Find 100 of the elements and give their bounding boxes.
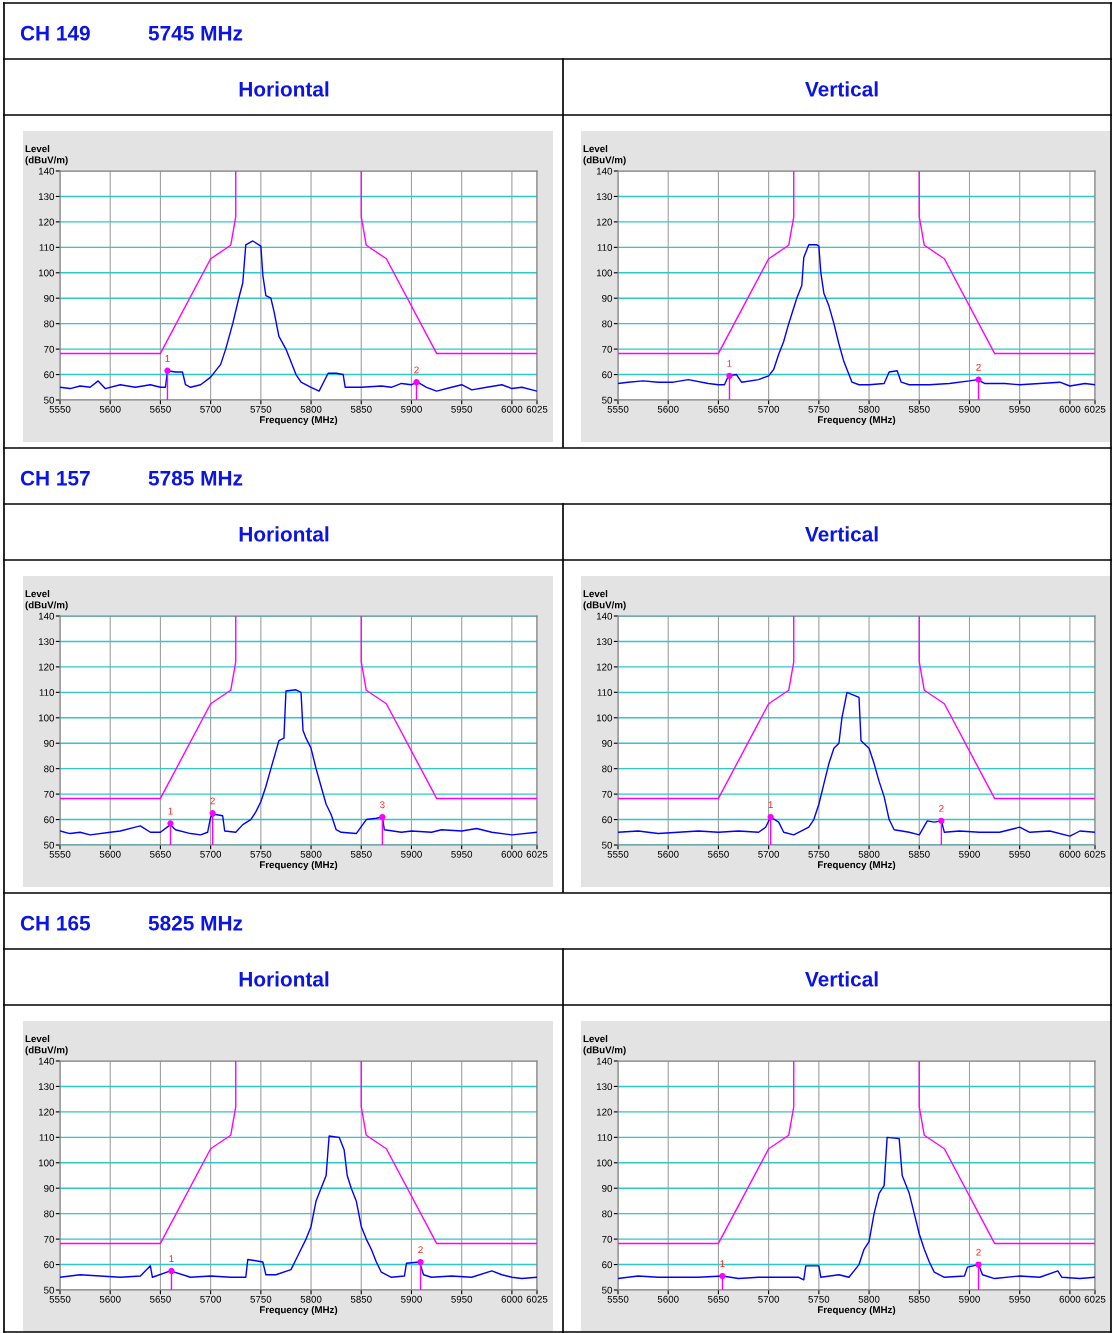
text: CH 149 — [20, 25, 90, 41]
y-tick-label: 140 — [38, 1057, 55, 1065]
x-tick-label: 5800 — [858, 405, 880, 413]
y-tick-label: 130 — [38, 638, 55, 646]
x-tick-label: 5750 — [808, 405, 830, 413]
x-tick-label: 6025 — [1084, 405, 1106, 413]
x-tick-label: 5600 — [99, 1295, 121, 1303]
y-tick-label: 90 — [602, 739, 613, 747]
x-tick-label: 5650 — [708, 1295, 729, 1303]
x-tick-label: 5550 — [49, 850, 71, 858]
x-tick-label: 5700 — [758, 1295, 780, 1303]
x-tick-label: 5900 — [959, 405, 980, 413]
y-tick-label: 130 — [38, 193, 55, 201]
y-tick-label: 90 — [44, 1184, 55, 1192]
y-tick-label: 120 — [596, 1108, 613, 1116]
x-tick-label: 5900 — [401, 1295, 422, 1303]
x-tick-label: 5750 — [250, 1295, 272, 1303]
annotation: 1 — [168, 807, 173, 815]
y-tick-label: 70 — [602, 1235, 613, 1243]
y-tick-label: 80 — [44, 1210, 55, 1218]
x-tick-label: 5700 — [200, 405, 222, 413]
y-tick-label: 110 — [39, 244, 55, 251]
y-tick-label: 80 — [602, 765, 613, 773]
x-tick-label: 5550 — [49, 1295, 71, 1303]
y-tick-label: 90 — [602, 1184, 613, 1192]
y-tick-label: 130 — [596, 638, 613, 646]
annotation: 3 — [380, 801, 385, 809]
y-tick-label: 80 — [602, 1210, 613, 1218]
x-axis-title: Frequency (MHz) — [259, 416, 338, 426]
x-tick-label: 6000 — [501, 1295, 523, 1303]
x-tick-label: 5800 — [858, 850, 880, 858]
y-tick-label: 70 — [44, 345, 55, 353]
x-tick-label: 5650 — [708, 405, 729, 413]
x-tick-label: 5800 — [300, 1295, 322, 1303]
x-tick-label: 5600 — [99, 850, 121, 858]
y-tick-label: 50 — [602, 396, 613, 404]
x-tick-label: 5850 — [350, 1295, 372, 1303]
x-tick-label: 5750 — [808, 1295, 830, 1303]
x-tick-label: 5600 — [657, 405, 679, 413]
y-tick-label: 140 — [38, 612, 55, 620]
x-tick-label: 5700 — [758, 405, 780, 413]
x-tick-label: 5900 — [401, 405, 422, 413]
y-tick-label: 50 — [602, 841, 613, 849]
x-tick-label: 6000 — [1059, 405, 1081, 413]
x-tick-label: 5950 — [451, 1295, 473, 1303]
x-axis-title: Frequency (MHz) — [259, 861, 338, 871]
x-tick-label: 5650 — [150, 1295, 171, 1303]
y-tick-label: 60 — [44, 1261, 55, 1269]
y-tick-label: 120 — [596, 663, 613, 671]
y-tick-label: 130 — [38, 1083, 55, 1091]
text: CH 157 — [20, 470, 90, 486]
y-tick-label: 60 — [602, 371, 613, 379]
x-axis-title: Frequency (MHz) — [817, 861, 896, 871]
x-tick-label: 5650 — [708, 850, 729, 858]
x-tick-label: 6000 — [1059, 1295, 1081, 1303]
annotation: 2 — [210, 797, 215, 805]
x-tick-label: 5650 — [150, 405, 171, 413]
x-tick-label: 5700 — [200, 850, 222, 858]
chart-title: Vertical — [805, 526, 878, 542]
x-axis-title: Frequency (MHz) — [817, 416, 896, 426]
x-tick-label: 5850 — [350, 850, 372, 858]
y-tick-label: 110 — [597, 1134, 613, 1141]
annotation: 1 — [727, 360, 732, 367]
y-tick-label: 130 — [596, 1083, 613, 1091]
x-tick-label: 6000 — [501, 405, 523, 413]
chart-title: Vertical — [805, 971, 878, 987]
text: CH 165 — [20, 915, 91, 931]
x-tick-label: 6025 — [526, 850, 548, 858]
text: 5825 MHz — [148, 915, 243, 931]
y-tick-label: 60 — [44, 371, 55, 379]
x-tick-label: 5750 — [250, 850, 272, 858]
x-tick-label: 5850 — [908, 850, 930, 858]
y-tick-label: 110 — [39, 1134, 55, 1141]
annotation: 2 — [418, 1246, 423, 1254]
x-tick-label: 5700 — [200, 1295, 222, 1303]
y-axis-title: Level (dBuV/m) — [25, 1035, 68, 1056]
x-tick-label: 5600 — [99, 405, 121, 413]
x-tick-label: 5550 — [607, 405, 629, 413]
x-tick-label: 6000 — [501, 850, 523, 858]
x-tick-label: 6025 — [526, 405, 548, 413]
y-tick-label: 120 — [38, 663, 55, 671]
x-tick-label: 5650 — [150, 850, 171, 858]
x-tick-label: 5950 — [451, 850, 473, 858]
y-tick-label: 120 — [38, 218, 55, 226]
x-tick-label: 5950 — [1009, 405, 1031, 413]
y-tick-label: 120 — [596, 218, 613, 226]
x-tick-label: 5950 — [1009, 850, 1031, 858]
y-tick-label: 70 — [44, 1235, 55, 1243]
x-tick-label: 5750 — [808, 850, 830, 858]
x-tick-label: 5700 — [758, 850, 780, 858]
x-tick-label: 5550 — [49, 405, 71, 413]
x-tick-label: 5900 — [959, 1295, 980, 1303]
x-tick-label: 6000 — [1059, 850, 1081, 858]
y-tick-label: 110 — [597, 689, 613, 696]
x-tick-label: 5850 — [908, 1295, 930, 1303]
y-tick-label: 60 — [602, 1261, 613, 1269]
y-tick-label: 60 — [602, 816, 613, 824]
x-tick-label: 5550 — [607, 1295, 629, 1303]
y-tick-label: 70 — [44, 790, 55, 798]
y-tick-label: 50 — [44, 841, 55, 849]
